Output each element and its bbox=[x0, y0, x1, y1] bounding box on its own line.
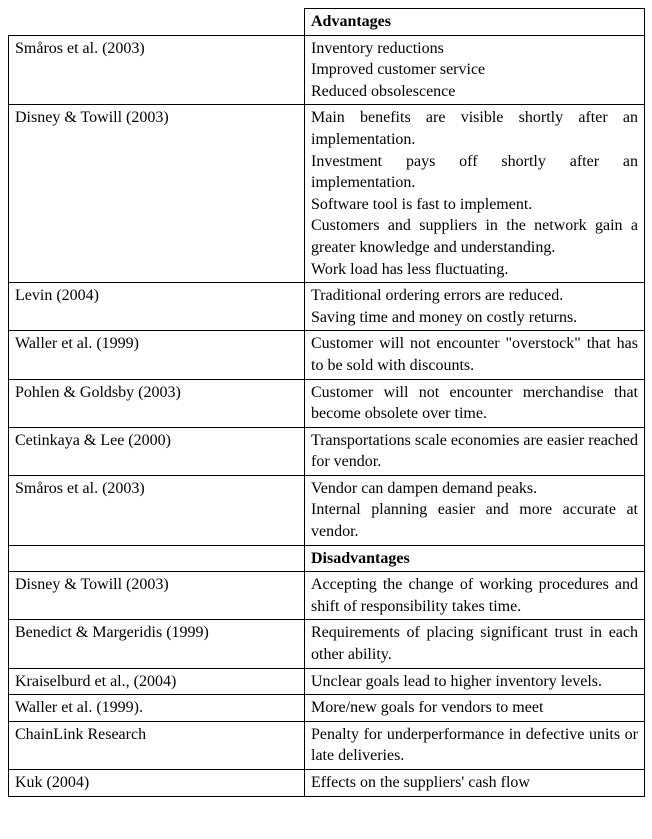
disadvantages-header: Disadvantages bbox=[305, 545, 645, 572]
content-cell: Traditional ordering errors are reduced.… bbox=[305, 283, 645, 331]
content-line: More/new goals for vendors to meet bbox=[311, 697, 638, 719]
content-line: Internal planning easier and more accura… bbox=[311, 499, 638, 542]
table-row: Levin (2004)Traditional ordering errors … bbox=[9, 283, 645, 331]
content-line: Requirements of placing significant trus… bbox=[311, 622, 638, 665]
author-cell: Waller et al. (1999) bbox=[9, 331, 305, 379]
content-line: Improved customer service bbox=[311, 59, 638, 81]
content-line: Transportations scale economies are easi… bbox=[311, 430, 638, 473]
content-line: Customer will not encounter "overstock" … bbox=[311, 333, 638, 376]
content-line: Work load has less fluctuating. bbox=[311, 259, 638, 281]
author-cell: Kuk (2004) bbox=[9, 770, 305, 797]
author-cell: Waller et al. (1999). bbox=[9, 695, 305, 722]
content-cell: Inventory reductionsImproved customer se… bbox=[305, 35, 645, 105]
author-cell: Kraiselburd et al., (2004) bbox=[9, 668, 305, 695]
table-row: Disney & Towill (2003)Main benefits are … bbox=[9, 105, 645, 283]
author-cell: Disney & Towill (2003) bbox=[9, 105, 305, 283]
content-line: Vendor can dampen demand peaks. bbox=[311, 478, 638, 500]
content-line: Investment pays off shortly after an imp… bbox=[311, 151, 638, 194]
author-cell: Pohlen & Goldsby (2003) bbox=[9, 379, 305, 427]
author-cell: Benedict & Margeridis (1999) bbox=[9, 620, 305, 668]
content-line: Inventory reductions bbox=[311, 38, 638, 60]
content-line: Main benefits are visible shortly after … bbox=[311, 107, 638, 150]
content-cell: Penalty for underperformance in defectiv… bbox=[305, 721, 645, 769]
author-cell: Disney & Towill (2003) bbox=[9, 572, 305, 620]
author-cell: ChainLink Research bbox=[9, 721, 305, 769]
table-row: Cetinkaya & Lee (2000)Transportations sc… bbox=[9, 427, 645, 475]
content-cell: Customer will not encounter "overstock" … bbox=[305, 331, 645, 379]
advantages-disadvantages-table: AdvantagesSmåros et al. (2003)Inventory … bbox=[8, 8, 645, 797]
content-line: Effects on the suppliers' cash flow bbox=[311, 772, 638, 794]
content-cell: Unclear goals lead to higher inventory l… bbox=[305, 668, 645, 695]
content-cell: Transportations scale economies are easi… bbox=[305, 427, 645, 475]
content-cell: Accepting the change of working procedur… bbox=[305, 572, 645, 620]
author-cell: Cetinkaya & Lee (2000) bbox=[9, 427, 305, 475]
table-row: Pohlen & Goldsby (2003)Customer will not… bbox=[9, 379, 645, 427]
author-cell: Småros et al. (2003) bbox=[9, 475, 305, 545]
table-row: Kraiselburd et al., (2004) Unclear goals … bbox=[9, 668, 645, 695]
table-row: Kuk (2004) Effects on the suppliers' cash… bbox=[9, 770, 645, 797]
content-line: Traditional ordering errors are reduced. bbox=[311, 285, 638, 307]
content-line: Customer will not encounter merchandise … bbox=[311, 382, 638, 425]
table-row: Småros et al. (2003)Inventory reductions… bbox=[9, 35, 645, 105]
disadvantages-header-empty-cell bbox=[9, 545, 305, 572]
advantages-header-empty-cell bbox=[9, 9, 305, 36]
advantages-header: Advantages bbox=[305, 9, 645, 36]
content-cell: More/new goals for vendors to meet bbox=[305, 695, 645, 722]
table-row: Småros et al. (2003)Vendor can dampen de… bbox=[9, 475, 645, 545]
content-line: Customers and suppliers in the network g… bbox=[311, 215, 638, 258]
content-line: Unclear goals lead to higher inventory l… bbox=[311, 671, 638, 693]
author-cell: Levin (2004) bbox=[9, 283, 305, 331]
content-line: Reduced obsolescence bbox=[311, 81, 638, 103]
content-line: Penalty for underperformance in defectiv… bbox=[311, 724, 638, 767]
table-row: ChainLink ResearchPenalty for underperfo… bbox=[9, 721, 645, 769]
author-cell: Småros et al. (2003) bbox=[9, 35, 305, 105]
content-cell: Effects on the suppliers' cash flow bbox=[305, 770, 645, 797]
content-cell: Main benefits are visible shortly after … bbox=[305, 105, 645, 283]
table-row: Waller et al. (1999). More/new goals for … bbox=[9, 695, 645, 722]
content-cell: Customer will not encounter merchandise … bbox=[305, 379, 645, 427]
content-cell: Vendor can dampen demand peaks.Internal … bbox=[305, 475, 645, 545]
table-row: Disney & Towill (2003)Accepting the chan… bbox=[9, 572, 645, 620]
content-cell: Requirements of placing significant trus… bbox=[305, 620, 645, 668]
content-line: Accepting the change of working procedur… bbox=[311, 574, 638, 617]
content-line: Saving time and money on costly returns. bbox=[311, 307, 638, 329]
table-row: Waller et al. (1999)Customer will not en… bbox=[9, 331, 645, 379]
content-line: Software tool is fast to implement. bbox=[311, 194, 638, 216]
table-row: Benedict & Margeridis (1999)Requirements… bbox=[9, 620, 645, 668]
